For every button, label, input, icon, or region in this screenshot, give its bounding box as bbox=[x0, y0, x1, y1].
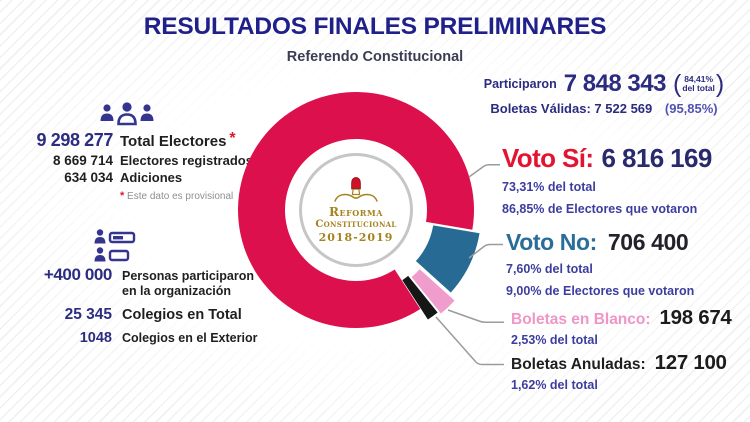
people-roster-icon bbox=[94, 229, 136, 262]
callout-line-no bbox=[468, 243, 503, 259]
boletas-blanco-label: Boletas en Blanco: bbox=[511, 311, 651, 328]
reforma-constitucional-logo: Reforma Constitucional 2018-2019 bbox=[299, 153, 413, 267]
logo-line3: 2018-2019 bbox=[318, 231, 394, 244]
close-paren: ) bbox=[715, 70, 725, 98]
callout-line-blanco bbox=[447, 309, 504, 323]
logo-line2: Constitucional bbox=[315, 219, 397, 230]
colegios-total-label: Colegios en Total bbox=[122, 307, 242, 323]
valid-ballots-label: Boletas Válidas: bbox=[490, 101, 591, 116]
voto-no-value: 706 400 bbox=[607, 229, 689, 255]
total-electores-row: 9 298 277 Total Electores * bbox=[30, 130, 260, 152]
voto-no-label: Voto No: bbox=[506, 229, 597, 255]
page-title: RESULTADOS FINALES PRELIMINARES bbox=[143, 13, 607, 40]
colegios-exterior-label: Colegios en el Exterior bbox=[122, 331, 258, 345]
donut-slice-boletas-anuladas bbox=[402, 275, 438, 320]
participation-summary: Participaron 7 848 343 ( 84,41% del tota… bbox=[468, 70, 740, 116]
donut-slice-voto-s- bbox=[238, 91, 475, 328]
provisional-asterisk: * bbox=[229, 130, 236, 147]
boletas-anuladas-value: 127 100 bbox=[654, 351, 727, 374]
participation-value: 7 848 343 bbox=[563, 70, 667, 97]
donut-slice-voto-no bbox=[415, 225, 480, 293]
logo-line1: Reforma bbox=[329, 205, 383, 219]
voto-si-label: Voto Sí: bbox=[502, 143, 594, 173]
electores-registrados-value: 8 669 714 bbox=[52, 153, 113, 168]
colegios-exterior-row: 1048 Colegios en el Exterior bbox=[22, 330, 262, 346]
voto-si-pct-voters: 86,85% de Electores que votaron bbox=[502, 201, 698, 216]
result-boletas-blanco: Boletas en Blanco: 198 674 2,53% del tot… bbox=[511, 306, 732, 349]
organization-stats: +400 000 Personas participaron en la org… bbox=[22, 265, 262, 346]
total-electores-value: 9 298 277 bbox=[36, 130, 114, 150]
electores-registrados-label: Electores registrados bbox=[120, 153, 253, 168]
voto-no-pct-total: 7,60% del total bbox=[506, 262, 593, 276]
phrygian-cap-emblem-icon bbox=[334, 177, 378, 202]
participation-percent: 84,41% bbox=[684, 73, 714, 84]
result-voto-si: Voto Sí: 6 816 169 73,31% del total 86,8… bbox=[502, 143, 712, 217]
open-paren: ( bbox=[672, 70, 682, 98]
provisional-footnote: * Este dato es provisional bbox=[120, 190, 234, 202]
participation-percent-note: del total bbox=[682, 83, 715, 93]
voto-si-value: 6 816 169 bbox=[601, 143, 712, 173]
personas-value: +400 000 bbox=[43, 265, 113, 284]
adiciones-label: Adiciones bbox=[120, 170, 183, 185]
valid-ballots-percent: (95,85%) bbox=[664, 101, 718, 116]
participation-percent-group: ( 84,41% del total ) bbox=[672, 70, 725, 98]
adiciones-value: 634 034 bbox=[64, 170, 113, 185]
colegios-total-value: 25 345 bbox=[64, 306, 112, 323]
colegios-total-row: 25 345 Colegios en Total bbox=[22, 306, 262, 324]
participation-label: Participaron bbox=[483, 77, 557, 91]
boletas-anuladas-pct-total: 1,62% del total bbox=[511, 378, 598, 392]
result-voto-no: Voto No: 706 400 7,60% del total 9,00% d… bbox=[506, 229, 694, 299]
three-people-icon bbox=[100, 102, 154, 126]
callout-line-anuladas bbox=[435, 316, 504, 366]
boletas-blanco-pct-total: 2,53% del total bbox=[511, 333, 598, 347]
callout-line-si bbox=[468, 164, 500, 178]
valid-ballots-value: 7 522 569 bbox=[594, 101, 653, 116]
personas-label: Personas participaron en la organización bbox=[122, 269, 254, 298]
electores-registrados-row: 8 669 714 Electores registrados bbox=[30, 152, 260, 169]
valid-ballots-row: Boletas Válidas: 7 522 569 (95,85%) bbox=[468, 101, 740, 116]
personas-row: +400 000 Personas participaron en la org… bbox=[22, 265, 262, 298]
voto-no-pct-voters: 9,00% de Electores que votaron bbox=[506, 283, 695, 298]
participation-row: Participaron 7 848 343 ( 84,41% del tota… bbox=[468, 70, 740, 98]
callout-lines bbox=[435, 164, 504, 366]
total-electores-label: Total Electores * bbox=[120, 130, 236, 150]
boletas-blanco-value: 198 674 bbox=[659, 306, 732, 329]
donut-slice-boletas-en-blanco bbox=[411, 269, 455, 314]
colegios-exterior-value: 1048 bbox=[79, 330, 112, 346]
boletas-anuladas-label: Boletas Anuladas: bbox=[511, 356, 646, 373]
result-boletas-anuladas: Boletas Anuladas: 127 100 1,62% del tota… bbox=[511, 351, 727, 394]
electorate-stats: 9 298 277 Total Electores * 8 669 714 Ele… bbox=[30, 130, 260, 202]
page-subtitle: Referendo Constitucional bbox=[286, 49, 464, 65]
adiciones-row: 634 034 Adiciones bbox=[30, 169, 260, 186]
voto-si-pct-total: 73,31% del total bbox=[502, 180, 596, 194]
